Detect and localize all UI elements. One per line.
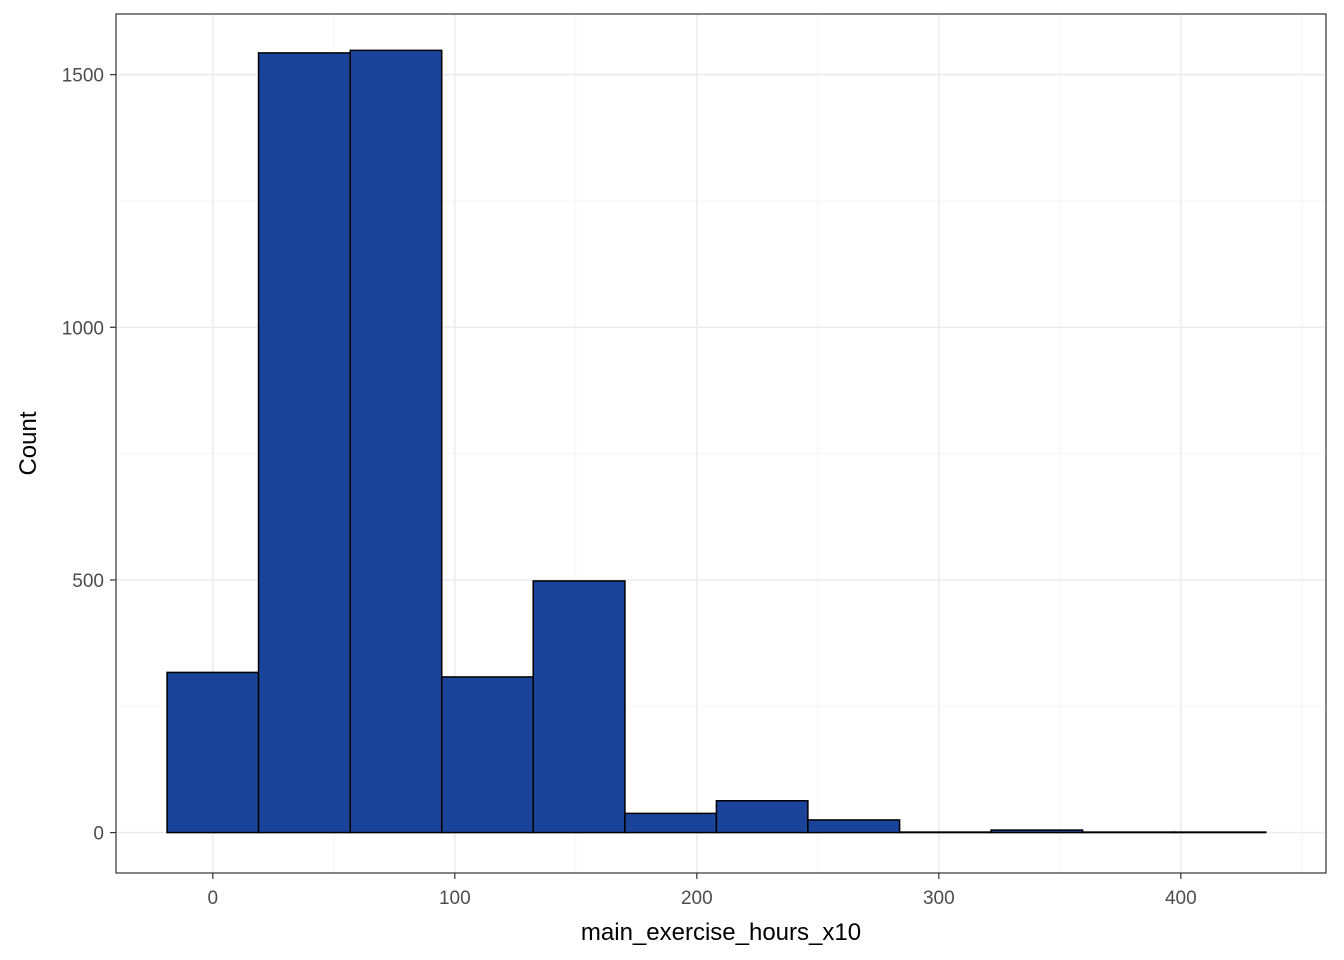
y-axis: 0 500 1000 1500	[62, 66, 116, 845]
panel-border	[115, 13, 1327, 874]
y-tick-label: 1000	[62, 318, 104, 339]
x-axis-title: main_exercise_hours_x10	[581, 919, 861, 946]
histogram-bar	[624, 812, 718, 834]
y-tick-label: 1500	[62, 66, 104, 87]
y-tick-label: 500	[72, 571, 104, 592]
histogram-bar	[349, 49, 443, 834]
histogram-bar	[898, 831, 992, 834]
x-tick-label: 400	[1165, 888, 1197, 909]
x-axis: 0 100 200 300 400	[208, 873, 1197, 909]
x-tick-label: 200	[681, 888, 713, 909]
x-tick-label: 0	[208, 888, 219, 909]
bars	[166, 49, 1267, 834]
histogram-bar	[1081, 831, 1176, 834]
histogram-bar	[166, 671, 260, 834]
histogram-bar	[532, 580, 626, 834]
x-tick-label: 300	[923, 888, 955, 909]
histogram-bar	[715, 799, 809, 834]
histogram-bar	[1173, 831, 1267, 834]
histogram-bar	[807, 819, 901, 834]
y-tick-label: 0	[93, 824, 104, 845]
histogram-bar	[440, 676, 534, 834]
histogram-bar	[257, 52, 352, 834]
histogram-bar	[990, 829, 1084, 834]
y-axis-title: Count	[15, 411, 42, 475]
x-tick-label: 100	[439, 888, 471, 909]
